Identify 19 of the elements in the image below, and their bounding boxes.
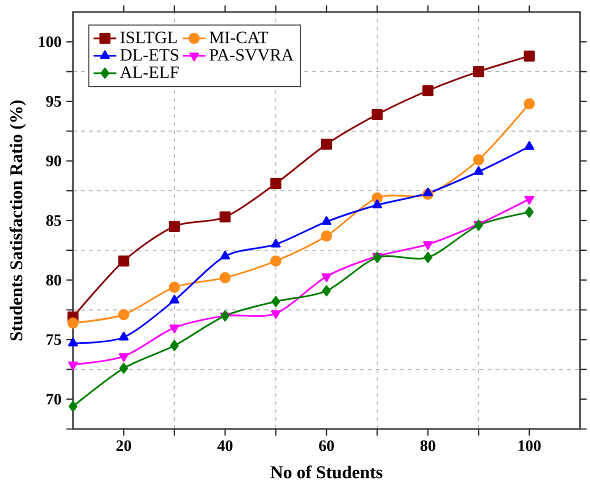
y-tick-label: 85	[46, 215, 62, 226]
y-tick-label: 75	[46, 334, 62, 345]
y-tick-label: 90	[46, 156, 62, 166]
x-axis-title: No of Students	[270, 466, 382, 478]
x-tick-label: 80	[420, 440, 436, 452]
legend-label: PA-SVVRA	[209, 49, 294, 61]
legend-label: DL-ETS	[120, 49, 178, 61]
y-tick-label: 95	[46, 96, 62, 107]
legend-label: MI-CAT	[209, 32, 268, 44]
x-tick-label: 100	[518, 440, 541, 452]
x-tick-label: 40	[217, 440, 232, 452]
legend-label: ISLTGL	[120, 32, 177, 44]
legend-label: AL-ELF	[120, 66, 179, 78]
x-tick-label: 60	[319, 440, 334, 452]
y-tick-label: 100	[39, 36, 62, 48]
y-axis-title: Students Satisfaction Ratio (%)	[10, 100, 26, 340]
x-tick-label: 20	[116, 440, 132, 452]
y-tick-label: 80	[46, 274, 62, 286]
y-tick-label: 70	[46, 394, 62, 405]
